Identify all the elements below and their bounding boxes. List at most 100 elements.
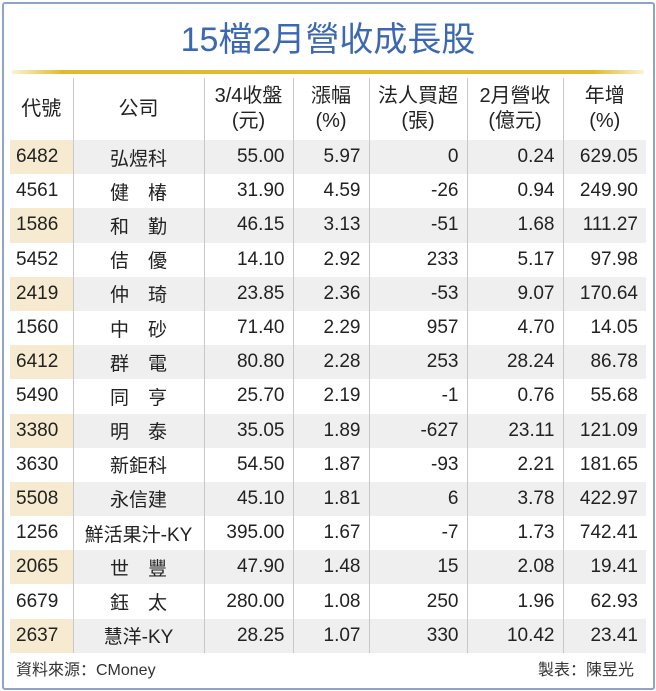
header-label: 漲幅 [311,85,351,107]
cell-feb-revenue: 5.17 [466,242,563,277]
cell-code: 6412 [10,345,73,380]
cell-code: 3380 [10,413,73,448]
cell-yoy-growth: 742.41 [562,516,646,551]
header-label: 法人買超 [378,85,458,107]
cell-institutional-net-buy: -26 [368,174,467,209]
cell-company: 鈺 太 [72,584,204,619]
cell-feb-revenue: 1.68 [466,208,563,243]
cell-change-pct: 1.81 [292,481,369,517]
cell-close-price: 280.00 [203,584,293,619]
cell-code: 5490 [16,385,59,407]
cell-institutional-net-buy: 233 [368,242,467,277]
cell-feb-revenue: 3.78 [466,481,563,517]
cell-change-pct: 1.48 [292,550,369,585]
cell-company: 新鉅科 [72,447,204,482]
cell-company: 仲 琦 [72,276,204,311]
cell-close-price: 23.85 [203,276,293,311]
cell-yoy-growth: 97.98 [562,242,646,277]
cell-institutional-net-buy: 15 [368,550,467,585]
cell-change-pct: 1.89 [292,413,369,448]
cell-yoy-growth: 62.93 [562,584,646,619]
header-institutional-net-buy: 法人買超 (張) [368,78,467,140]
cell-company: 弘煜科 [72,140,204,175]
cell-change-pct: 2.36 [292,276,369,311]
cell-code: 1560 [16,317,59,339]
cell-company: 明 泰 [72,413,204,448]
cell-code: 5452 [16,248,59,270]
cell-close-price: 54.50 [203,447,293,482]
cell-change-pct: 1.07 [292,618,369,653]
table-row: 1256 鮮活果汁-KY 395.00 1.67 -7 1.73 742.41 [10,516,646,551]
table-row: 3380 明 泰 35.05 1.89 -627 23.11 121.09 [10,413,646,448]
cell-feb-revenue: 1.73 [466,516,563,551]
cell-institutional-net-buy: -51 [368,208,467,243]
cell-code: 1586 [10,208,73,243]
cell-feb-revenue: 28.24 [466,345,563,380]
cell-feb-revenue: 4.70 [466,310,563,346]
header-label: 代號 [21,97,62,120]
cell-feb-revenue: 9.07 [466,276,563,311]
stock-table: 代號 公司 3/4收盤 (元) 漲幅 (%) 法人買超 (張) 2月營收 (億元) 年增 (%) 64… [10,78,646,653]
table-row: 4561 健 椿 31.90 4.59 -26 0.94 249.90 [10,174,646,209]
table-row: 2065 世 豐 47.90 1.48 15 2.08 19.41 [10,550,646,585]
table-row: 6412 群 電 80.80 2.28 253 28.24 86.78 [10,345,646,380]
cell-feb-revenue: 23.11 [466,413,563,448]
table-header-row: 代號 公司 3/4收盤 (元) 漲幅 (%) 法人買超 (張) 2月營收 (億元) 年增 (%) [10,78,646,140]
title-divider [12,70,644,74]
table-row: 5508 永信建 45.10 1.81 6 3.78 422.97 [10,481,646,517]
cell-feb-revenue: 0.94 [466,174,563,209]
table-row: 6482 弘煜科 55.00 5.97 0 0.24 629.05 [10,140,646,175]
cell-yoy-growth: 181.65 [562,447,646,482]
table-row: 5452 佶 優 14.10 2.92 233 5.17 97.98 [10,242,646,277]
cell-institutional-net-buy: -53 [368,276,467,311]
cell-close-price: 14.10 [203,242,293,277]
cell-yoy-growth: 249.90 [562,174,646,209]
header-unit: (%) [315,110,347,132]
cell-yoy-growth: 55.68 [562,379,646,414]
cell-feb-revenue: 2.21 [466,447,563,482]
cell-yoy-growth: 170.64 [562,276,646,311]
header-label: 公司 [118,97,159,120]
cell-institutional-net-buy: 6 [368,481,467,517]
cell-change-pct: 2.19 [292,379,369,414]
cell-close-price: 46.15 [203,208,293,243]
cell-yoy-growth: 121.09 [562,413,646,448]
cell-company: 和 勤 [72,208,204,243]
cell-code: 2065 [10,550,73,585]
header-unit: (%) [589,110,621,132]
cell-code: 6679 [16,590,59,612]
cell-yoy-growth: 111.27 [562,208,646,243]
cell-company: 慧洋-KY [72,618,204,653]
cell-change-pct: 1.87 [292,447,369,482]
cell-close-price: 80.80 [203,345,293,380]
table-row: 1586 和 勤 46.15 3.13 -51 1.68 111.27 [10,208,646,243]
cell-code: 5508 [10,481,73,517]
cell-change-pct: 2.92 [292,242,369,277]
table-row: 2419 仲 琦 23.85 2.36 -53 9.07 170.64 [10,276,646,311]
cell-code: 1256 [16,522,59,544]
header-code: 代號 [10,78,73,140]
cell-institutional-net-buy: -627 [368,413,467,448]
cell-feb-revenue: 0.24 [466,140,563,175]
cell-company: 中 砂 [72,310,204,346]
cell-close-price: 25.70 [203,379,293,414]
header-feb-revenue: 2月營收 (億元) [466,78,563,140]
cell-code: 2419 [10,276,73,311]
cell-institutional-net-buy: 957 [368,310,467,346]
chart-credit: 製表：陳昱光 [537,662,634,679]
cell-close-price: 395.00 [203,516,293,551]
cell-company: 健 椿 [72,174,204,209]
cell-yoy-growth: 629.05 [562,140,646,175]
cell-yoy-growth: 14.05 [562,310,646,346]
header-close-price: 3/4收盤 (元) [203,78,293,140]
cell-close-price: 31.90 [203,174,293,209]
data-source: 資料來源：CMoney [16,662,156,679]
cell-institutional-net-buy: -7 [368,516,467,551]
header-label: 3/4收盤 [214,85,283,107]
cell-yoy-growth: 19.41 [562,550,646,585]
cell-company: 永信建 [72,481,204,517]
cell-institutional-net-buy: -93 [368,447,467,482]
cell-yoy-growth: 23.41 [562,618,646,653]
cell-feb-revenue: 2.08 [466,550,563,585]
header-yoy-growth: 年增 (%) [562,78,646,140]
